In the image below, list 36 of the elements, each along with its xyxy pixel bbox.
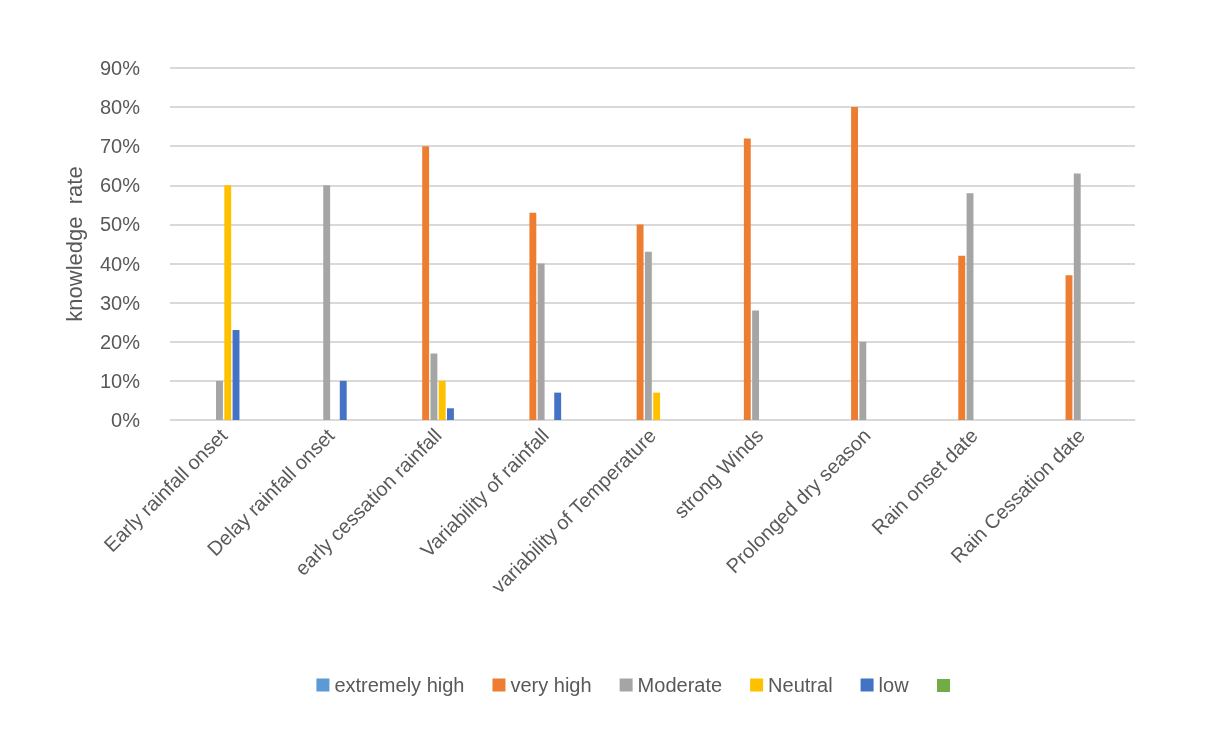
legend-label: very high	[510, 674, 592, 696]
bar	[339, 380, 347, 420]
y-tick-label: 90%	[99, 57, 141, 79]
bar	[224, 185, 232, 420]
bar	[752, 310, 760, 420]
bar	[653, 392, 661, 420]
bar	[851, 107, 858, 420]
legend-label: extremely high	[334, 674, 465, 696]
y-tick-label: 0%	[111, 409, 141, 431]
y-tick-label: 70%	[99, 135, 141, 158]
y-axis-title: knowledge rate	[61, 166, 87, 322]
bar	[422, 146, 430, 420]
bar	[859, 341, 867, 420]
bar	[537, 263, 545, 420]
bar	[958, 255, 966, 420]
legend-label: low	[878, 674, 910, 696]
y-tick-label: 50%	[99, 213, 141, 236]
bar	[554, 392, 562, 420]
legend-label: Moderate	[637, 674, 723, 696]
bar	[447, 408, 454, 420]
bar	[743, 138, 751, 420]
y-tick-label: 20%	[99, 330, 141, 353]
bar	[438, 380, 446, 420]
y-tick-label: 60%	[99, 174, 141, 197]
y-tick-label: 40%	[99, 252, 141, 275]
bar	[644, 251, 652, 420]
bar	[216, 380, 223, 420]
bar	[430, 353, 438, 420]
legend-label: Neutral	[768, 674, 833, 696]
bar	[323, 185, 331, 420]
bar	[529, 212, 537, 420]
bar	[636, 224, 644, 420]
bar	[1073, 173, 1081, 420]
y-tick-label: 30%	[99, 291, 141, 314]
y-tick-label: 10%	[99, 369, 141, 392]
y-tick-label: 80%	[99, 96, 141, 119]
